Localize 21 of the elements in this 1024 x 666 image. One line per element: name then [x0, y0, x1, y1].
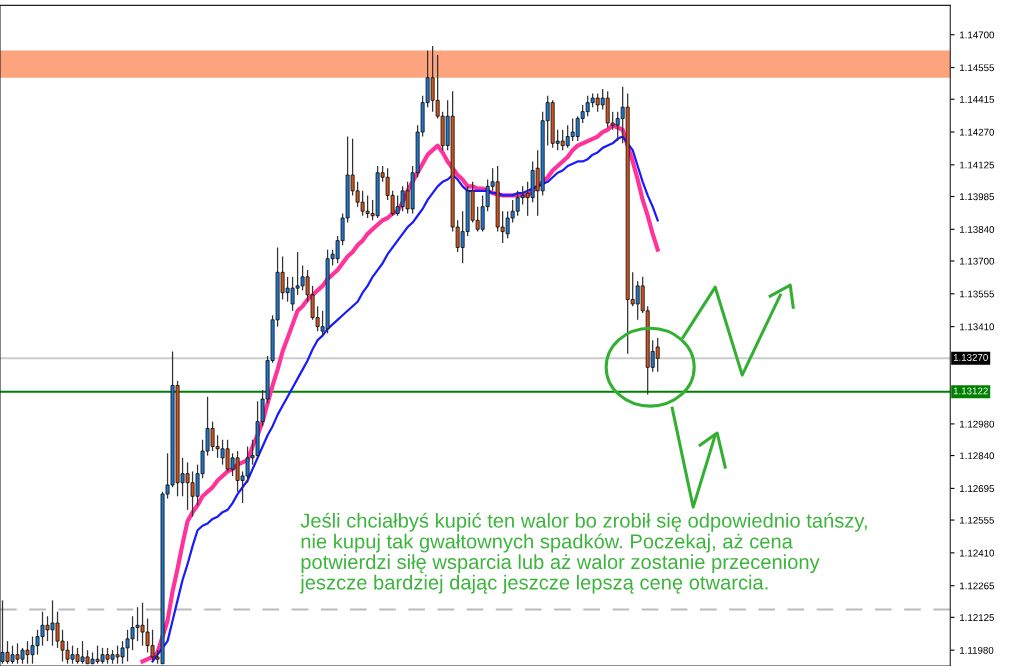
y-tick-label: 1.13410 [960, 323, 995, 331]
y-tick-label: 1.12840 [960, 452, 995, 460]
y-tick-label: 1.12125 [960, 614, 995, 621]
y-tick-label: 1.14270 [960, 128, 995, 136]
ref-line-label: 1.13270 [953, 354, 988, 361]
y-tick-label: 1.13985 [960, 193, 995, 201]
annotation: Jeśli chciałbyś kupić ten walor bo zrobił się odpowiednio tańszy, nie kupuj tak gwałtownych spadków. Poczekaj, aż cena potwierdzi siłę wsparcia lub aż walor zostanie przeceniony jeszcze bardziej dając jeszcze lepszą cenę otwarcia. [299, 512, 867, 594]
y-tick-label: 1.12265 [960, 582, 995, 590]
y-tick-label: 1.12555 [960, 516, 995, 524]
y-tick-label: 1.14700 [960, 31, 995, 39]
y-tick-label: 1.14125 [960, 161, 995, 169]
y-tick-label: 1.13555 [960, 290, 995, 298]
ref-line-label: 1.13122 [953, 387, 988, 395]
y-tick-label: 1.14415 [960, 96, 995, 103]
y-tick-label: 1.12695 [960, 485, 995, 493]
y-tick-label: 1.14555 [960, 64, 995, 72]
y-tick-label: 1.12410 [960, 549, 995, 557]
y-tick-label: 1.12980 [960, 420, 995, 428]
y-tick-label: 1.13700 [960, 257, 995, 265]
y-tick-label: 1.11980 [960, 646, 994, 654]
y-tick-label: 1.13840 [960, 226, 995, 233]
